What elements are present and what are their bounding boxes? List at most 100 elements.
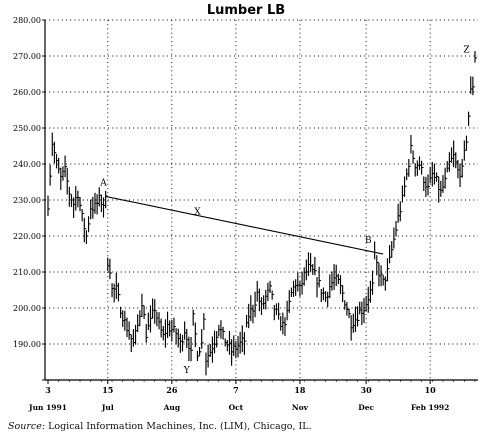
price-bar (154, 299, 157, 324)
price-bar (342, 285, 345, 303)
price-bar (472, 76, 475, 96)
price-bar (391, 241, 394, 258)
price-bar (83, 217, 87, 243)
price-bar (254, 291, 258, 318)
price-bar (216, 331, 219, 348)
price-bar (271, 290, 275, 300)
price-bar (348, 308, 352, 319)
price-bar (284, 317, 287, 336)
price-bar (53, 141, 57, 164)
price-bar (199, 346, 202, 356)
price-bar (386, 258, 390, 282)
price-bar (201, 329, 204, 349)
y-tick-label: 210.00 (13, 268, 41, 277)
price-bar (68, 186, 72, 207)
price-bar (269, 280, 273, 294)
chart-title: Lumber LB (207, 3, 285, 18)
x-tick-day: 26 (166, 385, 178, 395)
x-tick-day: 18 (294, 385, 306, 395)
price-bar (173, 317, 176, 333)
price-bar (196, 350, 200, 361)
annotation-z: Z (463, 45, 469, 55)
price-bar (49, 164, 53, 186)
price-bars (47, 51, 477, 376)
y-tick-label: 220.00 (13, 232, 41, 241)
x-axis-ticks: 3 Jun 1991 15 Jul 26 Aug 7 Oct 18 Nov 30 Dec 10 Feb 1… (28, 380, 476, 412)
price-bar (190, 336, 194, 362)
price-bar (371, 270, 375, 295)
price-bar (435, 172, 439, 182)
price-bar (421, 160, 424, 175)
x-tick-month: Oct (229, 403, 244, 412)
price-bar (461, 158, 465, 178)
y-tick-label: 250.00 (13, 124, 41, 133)
x-tick-day: 7 (233, 385, 239, 395)
price-bar (87, 216, 91, 233)
price-bar (444, 167, 448, 189)
price-bar (376, 255, 379, 276)
price-bar (427, 174, 431, 196)
price-bar (194, 322, 198, 348)
price-bar (192, 309, 196, 326)
annotation-y: Y (183, 366, 191, 376)
y-axis-ticks: 190.00 200.00 210.00 220.00 230.00 240.00 250.… (13, 16, 45, 381)
price-bar (203, 313, 206, 331)
price-bar (66, 167, 70, 195)
price-bar (403, 176, 407, 197)
price-bar (468, 111, 471, 126)
y-tick-label: 280.00 (13, 16, 41, 25)
annotation-a: A (99, 179, 107, 189)
x-tick-month: Dec (358, 403, 374, 412)
axes (44, 20, 478, 381)
x-tick-month: Jul (101, 403, 114, 412)
price-bar (399, 201, 403, 222)
x-tick-day: 3 (45, 385, 51, 395)
y-tick-label: 200.00 (13, 304, 41, 313)
price-bar (395, 220, 399, 237)
price-bar (474, 51, 477, 63)
price-bar (318, 266, 322, 288)
annotation-x: X (194, 207, 201, 217)
y-tick-label: 260.00 (13, 88, 41, 97)
price-bar (117, 282, 121, 302)
trendline-layer (105, 195, 384, 255)
price-bar (314, 256, 317, 276)
price-bar (412, 150, 416, 164)
price-bar (85, 230, 89, 244)
source-note: Source: Logical Information Machines, In… (8, 421, 312, 432)
source-label: Source: (8, 421, 46, 432)
x-tick-day: 10 (425, 385, 437, 395)
price-bar (143, 305, 147, 319)
price-bar (278, 302, 281, 320)
price-bar (465, 135, 469, 151)
x-tick-month: Aug (163, 403, 181, 412)
x-tick-month: Jun 1991 (28, 403, 67, 412)
price-bar (288, 290, 292, 313)
y-tick-label: 240.00 (13, 160, 41, 169)
annotation-b: B (365, 236, 372, 246)
price-bar (79, 197, 83, 212)
price-bar (109, 258, 112, 280)
price-bar (47, 195, 50, 216)
x-tick-month: Feb 1992 (411, 403, 449, 412)
price-bar (380, 265, 384, 287)
price-bar (81, 209, 85, 222)
x-tick-month: Nov (292, 403, 309, 412)
source-text: Logical Information Machines, Inc. (LIM)… (48, 421, 312, 432)
y-tick-label: 270.00 (13, 52, 41, 61)
price-bar (64, 155, 68, 178)
price-bar (243, 332, 247, 355)
price-bar (128, 321, 132, 340)
trendline (105, 195, 384, 255)
price-bar (145, 323, 149, 343)
price-bar (393, 227, 396, 249)
price-bar (410, 134, 413, 154)
x-tick-day: 15 (102, 385, 113, 395)
y-tick-label: 230.00 (13, 196, 41, 205)
y-tick-label: 190.00 (13, 340, 41, 349)
x-tick-day: 30 (361, 385, 373, 395)
price-bar (181, 334, 185, 352)
annotations: A X Y B Z (99, 45, 469, 375)
price-bar (408, 158, 411, 177)
